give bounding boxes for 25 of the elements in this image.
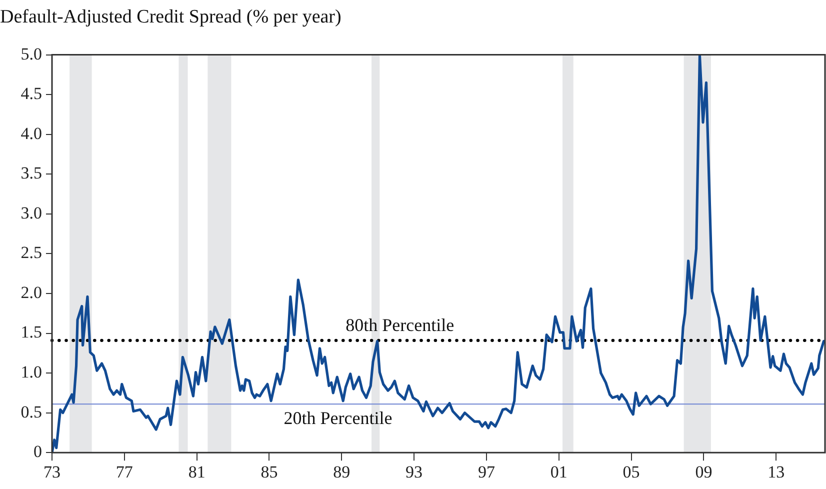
x-tick-label: 09 xyxy=(695,462,712,482)
x-tick-label: 85 xyxy=(260,462,278,482)
y-tick-label: 2.0 xyxy=(20,282,42,302)
x-tick-label: 97 xyxy=(478,462,496,482)
y-tick-label: 3.0 xyxy=(20,203,42,222)
y-tick-label: 2.5 xyxy=(20,243,42,262)
y-tick-label: 4.0 xyxy=(20,124,42,143)
ref-line-label: 20th Percentile xyxy=(284,408,392,428)
x-tick-label: 93 xyxy=(406,462,423,482)
y-tick-label: 1.5 xyxy=(20,322,42,342)
chart-title: Default-Adjusted Credit Spread (% per year) xyxy=(0,6,342,28)
y-tick-label: 5.0 xyxy=(20,44,42,64)
x-tick-label: 73 xyxy=(44,462,60,482)
y-tick-label: 1.0 xyxy=(20,362,42,382)
y-tick-label: 4.5 xyxy=(20,84,42,104)
ref-line-label: 80th Percentile xyxy=(346,315,454,336)
x-tick-label: 13 xyxy=(768,462,785,482)
y-tick-label: 0.5 xyxy=(20,402,42,422)
x-tick-label: 81 xyxy=(188,462,206,482)
x-tick-label: 89 xyxy=(333,462,350,482)
x-tick-label: 05 xyxy=(622,462,640,482)
y-tick-label: 3.5 xyxy=(20,164,42,183)
x-tick-label: 01 xyxy=(550,462,568,482)
x-tick-label: 77 xyxy=(116,462,134,482)
y-tick-label: 0 xyxy=(34,442,42,462)
